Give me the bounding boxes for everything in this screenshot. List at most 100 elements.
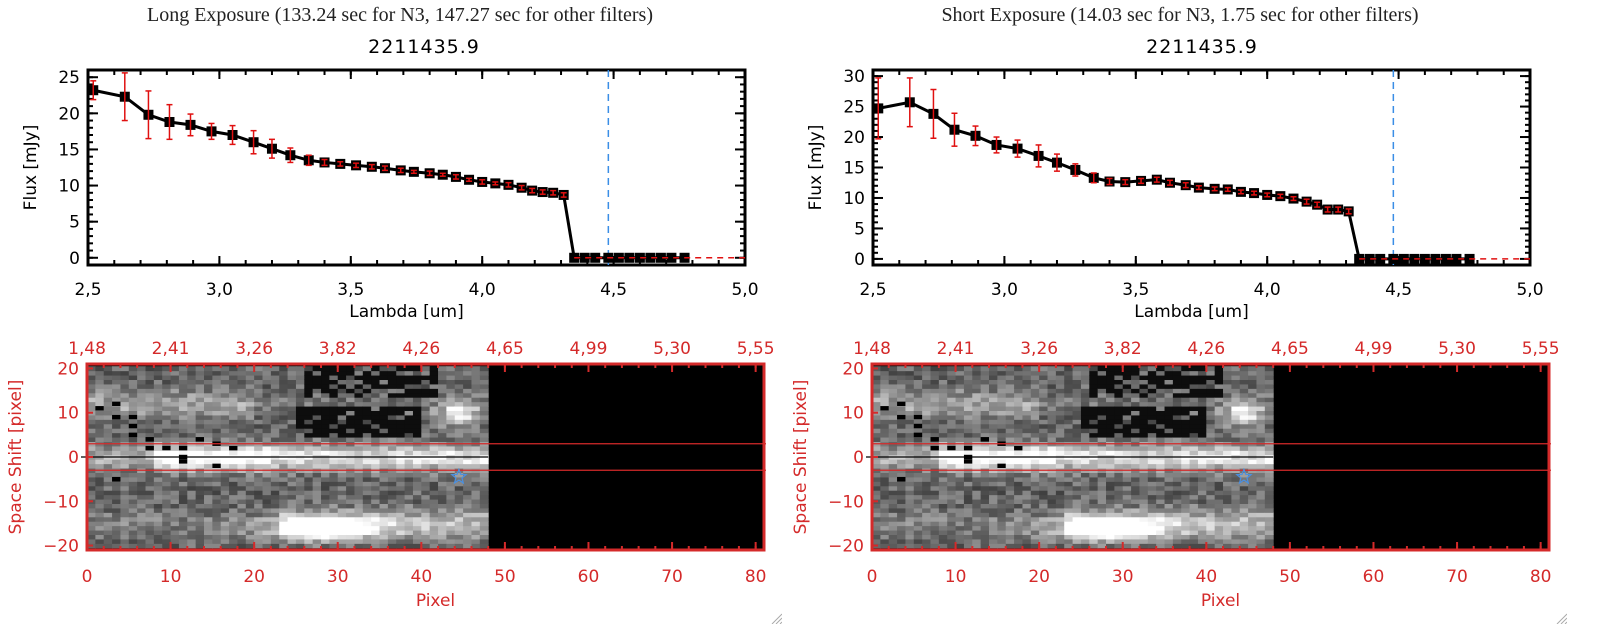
image-pixel bbox=[279, 476, 289, 482]
bad-pixel bbox=[963, 445, 973, 451]
image-pixel bbox=[989, 485, 998, 491]
image-pixel bbox=[137, 476, 147, 482]
image-pixel bbox=[354, 450, 364, 456]
image-pixel bbox=[438, 476, 447, 482]
image-pixel bbox=[429, 503, 439, 509]
image-pixel bbox=[1131, 432, 1140, 438]
image-pixel bbox=[1039, 521, 1049, 527]
image-pixel bbox=[1264, 494, 1274, 500]
image-pixel bbox=[362, 379, 372, 385]
image-pixel bbox=[1181, 445, 1191, 451]
image-pixel bbox=[972, 538, 982, 544]
image-pixel bbox=[245, 476, 255, 482]
image-pixel bbox=[1206, 423, 1216, 429]
image-pixel bbox=[270, 406, 280, 411]
image-pixel bbox=[312, 410, 322, 416]
image-pixel bbox=[371, 503, 381, 509]
image-pixel bbox=[1080, 538, 1090, 544]
image-pixel bbox=[1072, 366, 1082, 372]
image-pixel bbox=[479, 516, 489, 522]
image-pixel bbox=[1147, 521, 1157, 527]
image-pixel bbox=[128, 379, 138, 385]
resize-handle-left[interactable] bbox=[770, 612, 782, 624]
image-pixel bbox=[1005, 428, 1015, 434]
image-pixel bbox=[905, 525, 915, 531]
image-pixel bbox=[254, 406, 264, 411]
image-pixel bbox=[1147, 459, 1157, 465]
image-pixel bbox=[1022, 494, 1032, 500]
image-pixel bbox=[329, 472, 339, 478]
resize-handle-right[interactable] bbox=[1555, 612, 1567, 624]
image-pixel bbox=[1231, 463, 1241, 469]
image-pixel bbox=[103, 392, 113, 398]
image-pixel bbox=[187, 428, 197, 434]
image-pixel bbox=[128, 485, 138, 491]
image-pixel bbox=[1181, 437, 1191, 442]
image-pixel bbox=[922, 512, 932, 518]
image-pixel bbox=[880, 388, 890, 394]
image-pixel bbox=[254, 472, 264, 478]
image-pixel bbox=[1055, 459, 1065, 465]
image-pixel bbox=[1206, 428, 1216, 434]
image-pixel bbox=[387, 392, 397, 398]
image-pixel bbox=[1106, 459, 1115, 465]
image-pixel bbox=[112, 525, 121, 531]
image-pixel bbox=[922, 521, 932, 527]
image-pixel bbox=[137, 428, 147, 434]
image-pixel bbox=[120, 472, 130, 478]
image-pixel bbox=[947, 383, 957, 389]
image-pixel bbox=[446, 503, 456, 509]
image-pixel bbox=[1172, 423, 1182, 429]
image-pixel bbox=[295, 445, 305, 451]
image-pixel bbox=[1206, 459, 1216, 465]
image-pixel bbox=[212, 507, 222, 513]
bad-pixel bbox=[229, 445, 238, 451]
x-tick-label: 0 bbox=[82, 567, 93, 587]
image-pixel bbox=[1005, 366, 1015, 372]
image-pixel bbox=[337, 366, 347, 372]
image-pixel bbox=[287, 538, 297, 544]
image-pixel bbox=[1248, 406, 1257, 411]
image-pixel bbox=[187, 476, 197, 482]
panel-title-long: Long Exposure (133.24 sec for N3, 147.27… bbox=[147, 4, 653, 26]
image-pixel bbox=[938, 507, 948, 513]
image-pixel bbox=[989, 543, 998, 549]
image-pixel bbox=[362, 432, 372, 438]
image-pixel bbox=[270, 437, 280, 442]
image-pixel bbox=[112, 521, 121, 527]
image-pixel bbox=[279, 375, 289, 380]
image-pixel bbox=[1239, 410, 1249, 416]
image-pixel bbox=[279, 414, 289, 420]
image-pixel bbox=[421, 414, 431, 420]
image-pixel bbox=[1264, 383, 1274, 389]
image-pixel bbox=[195, 401, 205, 407]
image-pixel bbox=[880, 419, 890, 425]
image-pixel bbox=[1022, 370, 1032, 376]
image-pixel bbox=[1047, 423, 1057, 429]
image-pixel bbox=[438, 414, 447, 420]
image-pixel bbox=[220, 375, 230, 380]
image-pixel bbox=[371, 423, 381, 429]
image-pixel bbox=[1139, 503, 1149, 509]
image-pixel bbox=[1181, 370, 1191, 376]
image-pixel bbox=[237, 543, 247, 549]
image-pixel bbox=[438, 445, 447, 451]
image-pixel bbox=[337, 490, 347, 496]
image-pixel bbox=[1231, 383, 1241, 389]
image-pixel bbox=[880, 463, 890, 469]
image-pixel bbox=[1214, 414, 1224, 420]
image-pixel bbox=[195, 512, 205, 518]
image-pixel bbox=[128, 534, 138, 540]
image-pixel bbox=[1248, 543, 1257, 549]
image-pixel bbox=[204, 512, 213, 518]
image-pixel bbox=[337, 503, 347, 509]
image-pixel bbox=[262, 432, 272, 438]
bad-pixel bbox=[963, 459, 973, 464]
image-pixel bbox=[346, 370, 355, 376]
image-pixel bbox=[989, 490, 998, 496]
image-pixel bbox=[337, 538, 347, 544]
image-pixel bbox=[1114, 534, 1124, 540]
image-pixel bbox=[463, 392, 472, 398]
image-pixel bbox=[346, 459, 355, 465]
image-pixel bbox=[220, 538, 230, 544]
